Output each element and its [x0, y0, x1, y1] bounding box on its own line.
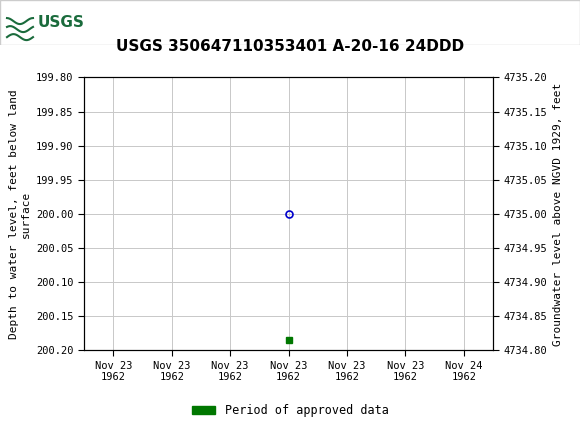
- Text: USGS 350647110353401 A-20-16 24DDD: USGS 350647110353401 A-20-16 24DDD: [116, 39, 464, 54]
- Y-axis label: Depth to water level, feet below land
surface: Depth to water level, feet below land su…: [9, 89, 31, 339]
- Y-axis label: Groundwater level above NGVD 1929, feet: Groundwater level above NGVD 1929, feet: [553, 82, 563, 346]
- Text: USGS: USGS: [38, 15, 85, 30]
- Bar: [5, 5, 85, 40]
- Legend: Period of approved data: Period of approved data: [187, 399, 393, 422]
